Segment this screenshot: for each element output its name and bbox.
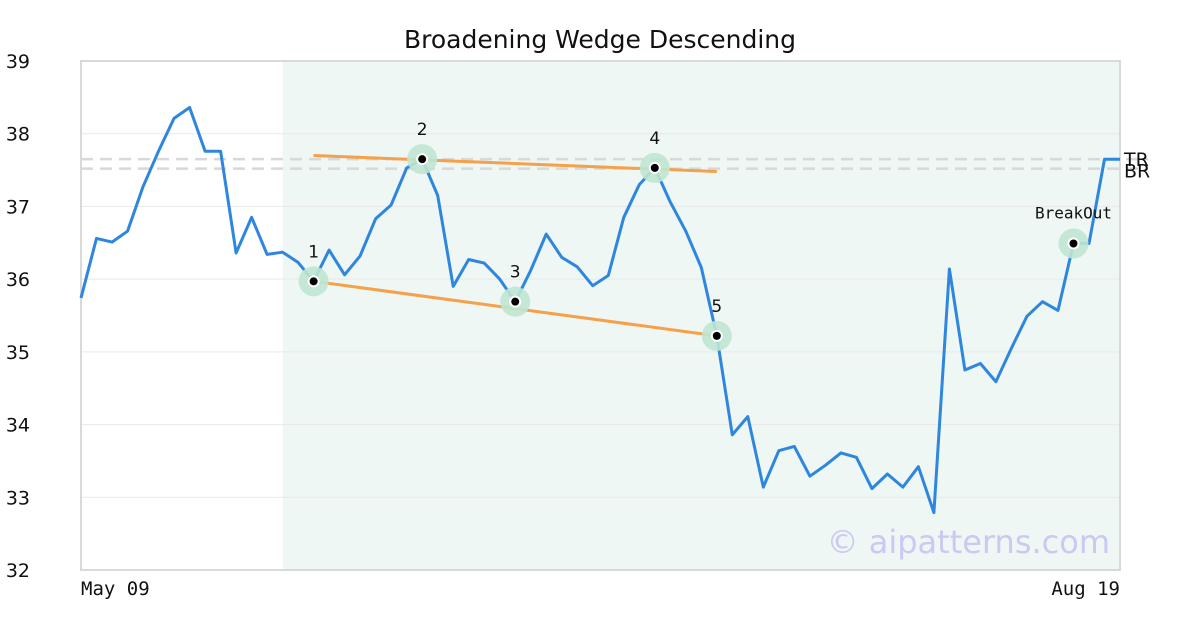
x-axis-ticks: May 09 Aug 19 — [81, 578, 1120, 600]
pattern-points: 1 2 3 4 5 BreakOut — [298, 120, 1112, 351]
reference-label: BR — [1124, 161, 1150, 183]
pattern-point-label: 3 — [510, 263, 521, 283]
pattern-point-label: 5 — [711, 297, 722, 317]
pattern-point-dot — [418, 155, 427, 164]
y-tick-label: 38 — [6, 124, 30, 146]
y-tick-label: 32 — [6, 560, 30, 582]
reference-label: TR — [1123, 149, 1149, 171]
x-tick-label-end: Aug 19 — [1051, 578, 1120, 600]
chart-title: Broadening Wedge Descending — [404, 25, 796, 54]
y-tick-label: 35 — [6, 342, 30, 364]
pattern-point-label: 1 — [308, 242, 319, 262]
y-axis-ticks: 32 33 34 35 36 37 38 39 — [6, 51, 30, 582]
pattern-point-dot — [309, 277, 318, 286]
pattern-point-dot — [511, 297, 520, 306]
y-tick-label: 33 — [6, 487, 30, 509]
pattern-point-label: 2 — [417, 120, 428, 140]
x-tick-label-start: May 09 — [81, 578, 150, 600]
gridlines — [81, 133, 1120, 498]
pattern-point-dot — [712, 331, 721, 340]
highlight-band — [282, 61, 1120, 570]
pattern-point-dot — [650, 163, 659, 172]
y-tick-label: 37 — [6, 196, 30, 218]
y-tick-label: 34 — [6, 415, 30, 437]
breakout-point-dot — [1069, 239, 1078, 248]
series-line — [79, 106, 1120, 515]
breakout-point-label: BreakOut — [1035, 204, 1112, 223]
y-tick-label: 36 — [6, 269, 30, 291]
plot-frame — [80, 60, 1121, 571]
y-tick-label: 39 — [6, 51, 30, 73]
pattern-point-label: 4 — [649, 129, 660, 149]
watermark: © aipatterns.com — [827, 523, 1110, 561]
